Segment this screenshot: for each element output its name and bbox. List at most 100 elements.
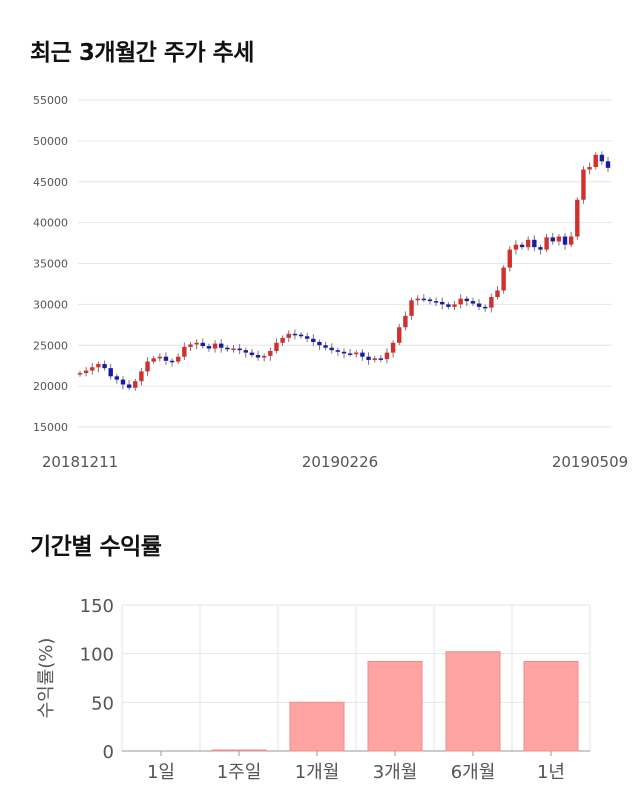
candle-body xyxy=(188,344,193,347)
candle-body xyxy=(311,338,316,342)
candle-body xyxy=(169,360,175,363)
candle-body xyxy=(409,300,414,316)
candle-body xyxy=(329,347,334,351)
price-y-tick-label: 50000 xyxy=(33,135,68,148)
candle-body xyxy=(182,346,187,357)
candle-body xyxy=(151,358,156,362)
price-x-tick-label: 20181211 xyxy=(42,453,118,471)
candle-body xyxy=(77,373,83,375)
candle-body xyxy=(568,236,574,245)
candle-body xyxy=(304,336,310,339)
price-y-tick-label: 15000 xyxy=(33,421,68,434)
candle-body xyxy=(212,343,218,349)
candle-body xyxy=(341,351,347,354)
candle-body xyxy=(483,306,488,309)
candle-body xyxy=(139,371,144,382)
candle-body xyxy=(513,244,519,250)
candle-body xyxy=(421,298,427,301)
return-bar xyxy=(445,651,501,752)
candle-body xyxy=(268,350,273,356)
candle-body xyxy=(599,154,605,162)
candle-body xyxy=(403,315,408,328)
candle-body xyxy=(495,290,500,298)
candle-body xyxy=(415,298,420,301)
candle-body xyxy=(286,333,291,338)
candle-body xyxy=(446,304,451,307)
candle-body xyxy=(378,358,384,360)
candle-body xyxy=(114,376,120,380)
return-y-tick-label: 100 xyxy=(80,645,114,666)
return-bar xyxy=(211,749,267,752)
candle-body xyxy=(519,244,525,248)
candle-body xyxy=(440,301,445,305)
candle-body xyxy=(433,301,439,303)
candle-body xyxy=(96,364,101,368)
candle-body xyxy=(323,345,328,348)
candle-body xyxy=(458,298,463,305)
candle-body xyxy=(255,355,261,358)
return-bar xyxy=(367,660,423,752)
candle-body xyxy=(489,297,494,308)
candle-body xyxy=(243,350,248,353)
candle-body xyxy=(317,341,322,346)
candle-body xyxy=(126,384,132,388)
candle-body xyxy=(292,333,298,336)
candle-body xyxy=(556,236,562,242)
return-y-tick-label: 0 xyxy=(103,742,114,763)
return-y-tick-label: 50 xyxy=(91,693,114,714)
candle-body xyxy=(366,356,371,360)
candle-body xyxy=(525,239,531,248)
candle-body xyxy=(261,355,267,358)
return-y-axis-label: 수익률(%) xyxy=(36,638,57,719)
candle-body xyxy=(231,348,236,351)
candle-body xyxy=(372,358,377,360)
candle-body xyxy=(476,303,482,307)
candle-body xyxy=(133,381,138,388)
candle-body xyxy=(390,342,396,353)
price-x-tick-label: 20190509 xyxy=(552,453,628,471)
price-y-tick-label: 35000 xyxy=(33,258,68,271)
candle-body xyxy=(581,169,586,200)
candle-body xyxy=(354,352,359,355)
candle-body xyxy=(90,367,95,371)
candle-body xyxy=(550,237,555,242)
candle-body xyxy=(507,249,512,268)
candle-body xyxy=(347,353,353,355)
candle-body xyxy=(219,343,224,348)
price-y-tick-label: 55000 xyxy=(33,94,68,107)
candle-body xyxy=(360,352,365,357)
candle-body xyxy=(237,348,242,351)
candle-body xyxy=(200,342,205,347)
candle-body xyxy=(145,361,150,372)
return-bar-chart: 0 50 100 150 1일 1주일 1개월 3개월 6개월 1년 수익률(%) xyxy=(36,596,591,783)
candle-body xyxy=(452,304,457,307)
candle-body xyxy=(225,347,230,350)
return-x-tick-label: 1개월 xyxy=(295,762,340,783)
return-bar xyxy=(523,660,579,752)
candle-body xyxy=(575,199,580,237)
candle-body xyxy=(176,356,181,362)
candle-body xyxy=(335,350,341,352)
candle-body xyxy=(464,298,469,302)
candle-body xyxy=(532,239,537,248)
return-bar xyxy=(289,701,345,752)
candle-body xyxy=(587,167,592,170)
price-y-tick-label: 45000 xyxy=(33,176,68,189)
return-y-tick-label: 150 xyxy=(80,596,114,617)
return-x-tick-label: 1년 xyxy=(537,762,565,783)
candle-body xyxy=(163,356,169,361)
candle-body xyxy=(470,301,476,304)
price-candlestick-chart: 15000 20000 25000 30000 35000 40000 45000 50000… xyxy=(33,94,628,471)
candle-body xyxy=(206,346,212,349)
return-chart-title: 기간별 수익률 xyxy=(30,534,162,560)
price-chart-title: 최근 3개월간 주가 추세 xyxy=(30,40,254,66)
price-y-tick-label: 25000 xyxy=(33,339,68,352)
return-x-tick-label: 6개월 xyxy=(451,762,496,783)
candle-body xyxy=(298,334,304,337)
candle-body xyxy=(427,299,433,302)
return-x-tick-label: 1주일 xyxy=(217,762,262,783)
candle-body xyxy=(562,236,568,245)
candle-body xyxy=(274,342,279,351)
return-x-tick-label: 3개월 xyxy=(373,762,418,783)
candle-body xyxy=(501,267,506,291)
